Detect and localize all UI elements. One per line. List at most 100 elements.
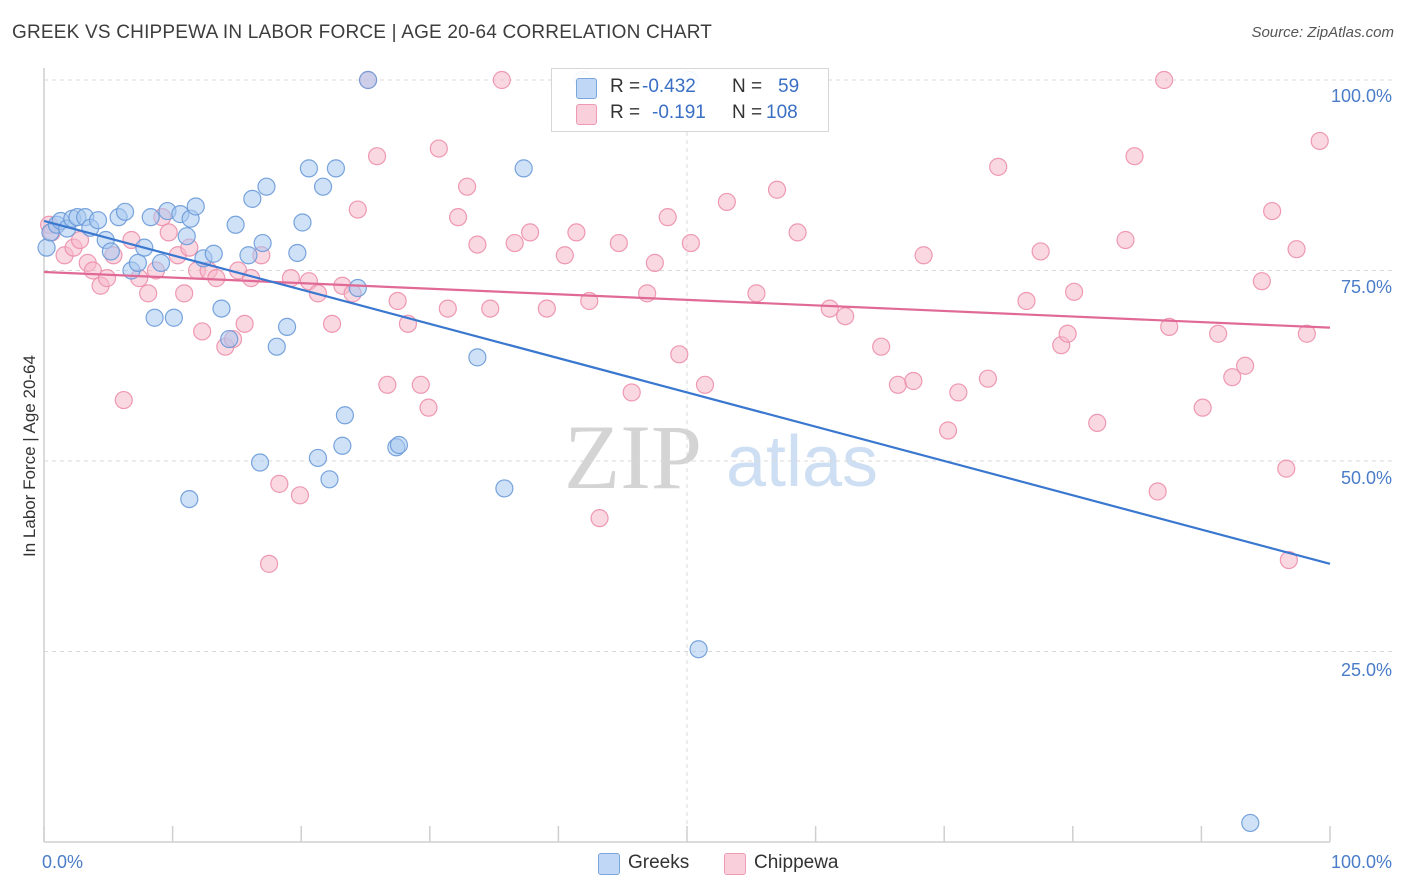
greeks-point — [226, 215, 245, 234]
chippewa-point — [1252, 272, 1271, 291]
chippewa-point — [139, 284, 158, 303]
chippewa-point — [175, 284, 194, 303]
watermark-zip: ZIP — [564, 406, 702, 508]
greeks-point — [101, 242, 120, 261]
greeks-point — [257, 177, 276, 196]
chippewa-point — [114, 390, 133, 410]
greeks-point — [180, 490, 199, 509]
greeks-point — [313, 177, 333, 196]
chippewa-point — [836, 307, 855, 326]
chippewa-point — [989, 157, 1008, 176]
chippewa-point — [438, 299, 457, 318]
greeks-point — [212, 299, 231, 318]
chippewa-legend-swatch — [724, 853, 746, 875]
greeks-point — [308, 448, 328, 468]
chippewa-point — [658, 208, 677, 227]
chippewa-point — [1088, 413, 1107, 432]
greeks-points — [37, 70, 1260, 833]
chippewa-point — [299, 272, 319, 291]
chippewa-point — [820, 299, 839, 318]
legend-n-label: N = — [732, 102, 763, 123]
chippewa-point — [1017, 291, 1036, 311]
chippewa-point — [888, 375, 908, 394]
source-label: Source: ZipAtlas.com — [1251, 24, 1394, 41]
chippewa-point — [645, 253, 664, 272]
chippewa-point — [348, 200, 367, 219]
chippewa-point — [1297, 324, 1316, 343]
greeks-legend-label: Greeks — [628, 852, 690, 873]
chippewa-point — [747, 284, 766, 303]
chippewa-point — [717, 192, 736, 212]
chippewa-point — [978, 369, 998, 388]
chippewa-point — [1310, 131, 1329, 151]
gridlines — [44, 68, 1395, 842]
chippewa-point — [609, 233, 628, 253]
greeks-point — [1241, 813, 1260, 833]
watermark-atlas: atlas — [726, 422, 878, 502]
chippewa-point — [872, 337, 891, 356]
chippewa-point — [448, 208, 468, 227]
chippewa-point — [159, 223, 178, 242]
chippewa-point — [322, 314, 342, 333]
chippewa-point — [1263, 201, 1282, 221]
greeks-point — [326, 159, 346, 178]
y-tick-label-25: 25.0% — [1340, 660, 1392, 680]
greeks-point — [220, 329, 239, 349]
chippewa-point — [1236, 356, 1255, 375]
x-tick-label-max: 100.0% — [1330, 852, 1392, 872]
chippewa-point — [1064, 282, 1084, 301]
chippewa-point — [505, 233, 524, 253]
greeks-trend-line — [43, 219, 1331, 565]
greeks-point — [333, 436, 352, 455]
chippewa-points — [40, 70, 1329, 573]
greeks-point — [186, 197, 205, 216]
x-axis-ticks — [43, 826, 1331, 842]
legend-n-value: 59 — [778, 76, 800, 97]
chippewa-point — [1160, 317, 1179, 336]
chippewa-point — [904, 371, 923, 391]
chippewa-point — [1125, 147, 1144, 166]
chippewa-point — [481, 299, 500, 318]
greeks-point — [288, 243, 307, 263]
chippewa-point — [767, 180, 787, 199]
chippewa-point — [388, 291, 407, 311]
greeks-point — [145, 308, 164, 327]
greeks-point — [267, 337, 286, 356]
greeks-point — [253, 233, 272, 253]
greeks-point — [320, 470, 339, 489]
greeks-point — [115, 202, 135, 221]
legend-r-value: -0.432 — [642, 76, 696, 97]
greeks-point — [689, 640, 708, 659]
greeks-point — [141, 208, 160, 227]
chippewa-point — [788, 223, 807, 242]
greeks-point — [358, 70, 378, 90]
y-tick-label-50: 50.0% — [1340, 468, 1392, 488]
greeks-legend-swatch — [598, 853, 620, 875]
greeks-point — [250, 453, 270, 472]
chippewa-point — [1209, 324, 1228, 343]
chippewa-point — [670, 345, 689, 364]
chippewa-point — [1155, 70, 1174, 90]
chippewa-trend-line — [43, 270, 1331, 329]
chippewa-point — [537, 299, 556, 318]
greeks-point — [128, 253, 147, 272]
chippewa-point — [457, 177, 477, 196]
chippewa-point — [290, 486, 310, 505]
chippewa-point — [590, 509, 609, 528]
greeks-point — [177, 227, 196, 246]
chippewa-point — [1223, 368, 1242, 387]
chippewa-point — [492, 70, 511, 90]
greeks-point — [204, 244, 223, 263]
legend-n-value: 108 — [766, 102, 798, 123]
x-tick-label-min: 0.0% — [42, 852, 84, 872]
chippewa-point — [270, 474, 289, 493]
greeks-point — [389, 435, 409, 455]
legend-r-label: R = — [610, 102, 641, 123]
chippewa-point — [367, 147, 387, 166]
chippewa-point — [521, 223, 540, 242]
chippewa-point — [1277, 459, 1296, 478]
greeks-point — [299, 159, 319, 178]
chippewa-point — [1058, 324, 1077, 343]
y-tick-label-75: 75.0% — [1340, 277, 1392, 297]
